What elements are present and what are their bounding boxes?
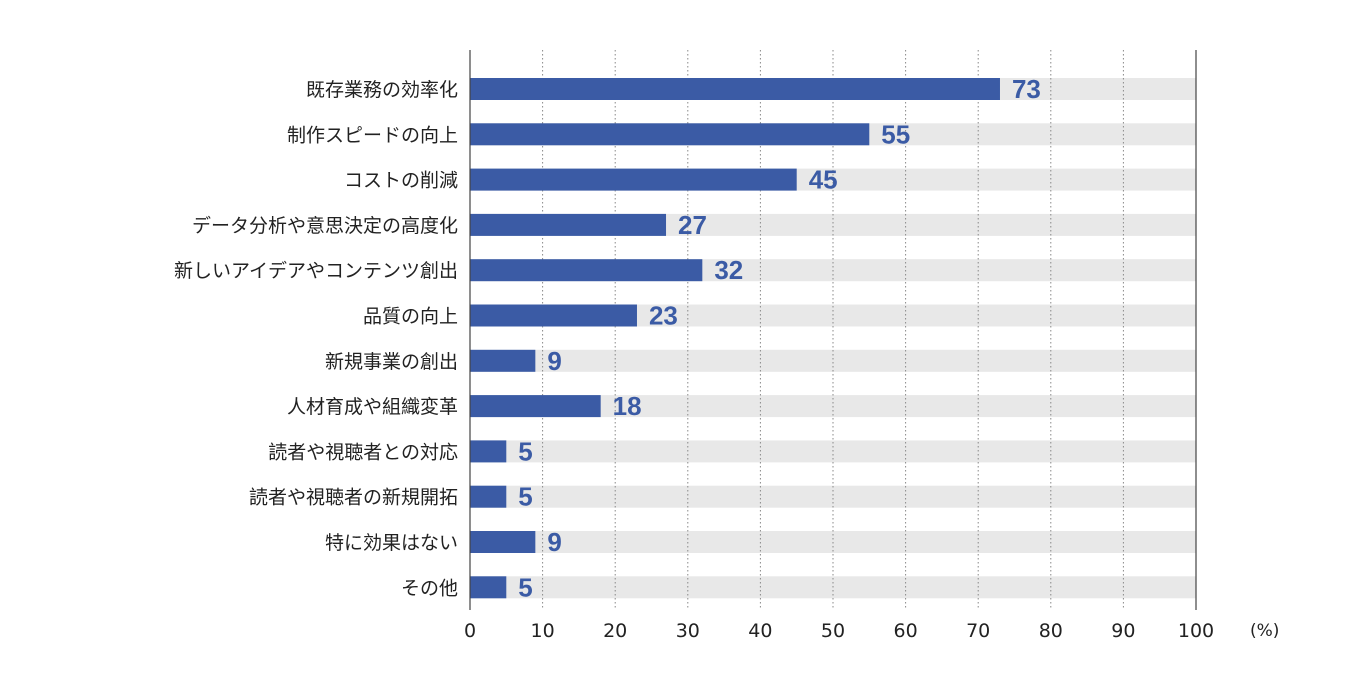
x-tick-label: 30	[676, 620, 700, 642]
category-label: 人材育成や組織変革	[287, 396, 458, 418]
category-label: その他	[401, 577, 458, 599]
x-tick-label: 20	[603, 620, 627, 642]
data-label: 73	[1012, 74, 1041, 104]
category-label: 新規事業の創出	[325, 351, 458, 373]
bar	[470, 485, 507, 508]
x-tick-label: 90	[1111, 620, 1135, 642]
category-label: データ分析や意思決定の高度化	[192, 215, 458, 237]
x-tick-label: 40	[748, 620, 772, 642]
bar	[470, 531, 536, 553]
category-label: コストの削減	[344, 170, 458, 192]
bar	[470, 304, 637, 327]
x-tick-label: 60	[894, 620, 918, 642]
x-tick-label: 0	[464, 620, 476, 642]
bar	[470, 576, 507, 599]
category-label: 新しいアイデアやコンテンツ創出	[174, 260, 458, 282]
bar	[470, 213, 667, 236]
bar	[470, 349, 536, 372]
bar-track	[470, 349, 1196, 372]
data-label: 9	[547, 527, 561, 557]
bar-track	[470, 485, 1196, 508]
x-tick-label: 50	[821, 620, 845, 642]
data-label: 5	[518, 436, 532, 466]
bar	[470, 123, 870, 146]
bar	[470, 395, 601, 418]
category-label: 特に効果はない	[325, 532, 458, 554]
data-label: 32	[714, 255, 743, 285]
category-label: 既存業務の効率化	[306, 79, 458, 101]
category-labels: 既存業務の効率化制作スピードの向上コストの削減データ分析や意思決定の高度化新しい…	[174, 79, 458, 599]
x-tick-label: 80	[1039, 620, 1063, 642]
data-label: 45	[809, 165, 838, 195]
data-label: 5	[518, 572, 532, 602]
category-label: 制作スピードの向上	[287, 124, 458, 146]
data-label: 5	[518, 482, 532, 512]
x-tick-labels: 0 10 20 30 40 50 60 70 80 90 100	[464, 620, 1214, 642]
data-label: 27	[678, 210, 707, 240]
data-label: 18	[613, 391, 642, 421]
category-label: 品質の向上	[363, 306, 458, 328]
x-tick-label: 100	[1178, 620, 1214, 642]
bar	[470, 259, 703, 282]
data-label: 23	[649, 301, 678, 331]
category-label: 読者や視聴者の新規開拓	[249, 487, 458, 509]
bar	[470, 78, 1000, 100]
bars	[470, 78, 1000, 599]
x-tick-label: 10	[531, 620, 555, 642]
bar	[470, 168, 797, 191]
data-label: 55	[881, 119, 910, 149]
x-tick-label: 70	[966, 620, 990, 642]
data-label: 9	[547, 346, 561, 376]
axis	[469, 50, 1197, 610]
bar	[470, 440, 507, 463]
x-unit-label: (%)	[1250, 621, 1279, 641]
category-label: 読者や視聴者との対応	[268, 441, 458, 463]
